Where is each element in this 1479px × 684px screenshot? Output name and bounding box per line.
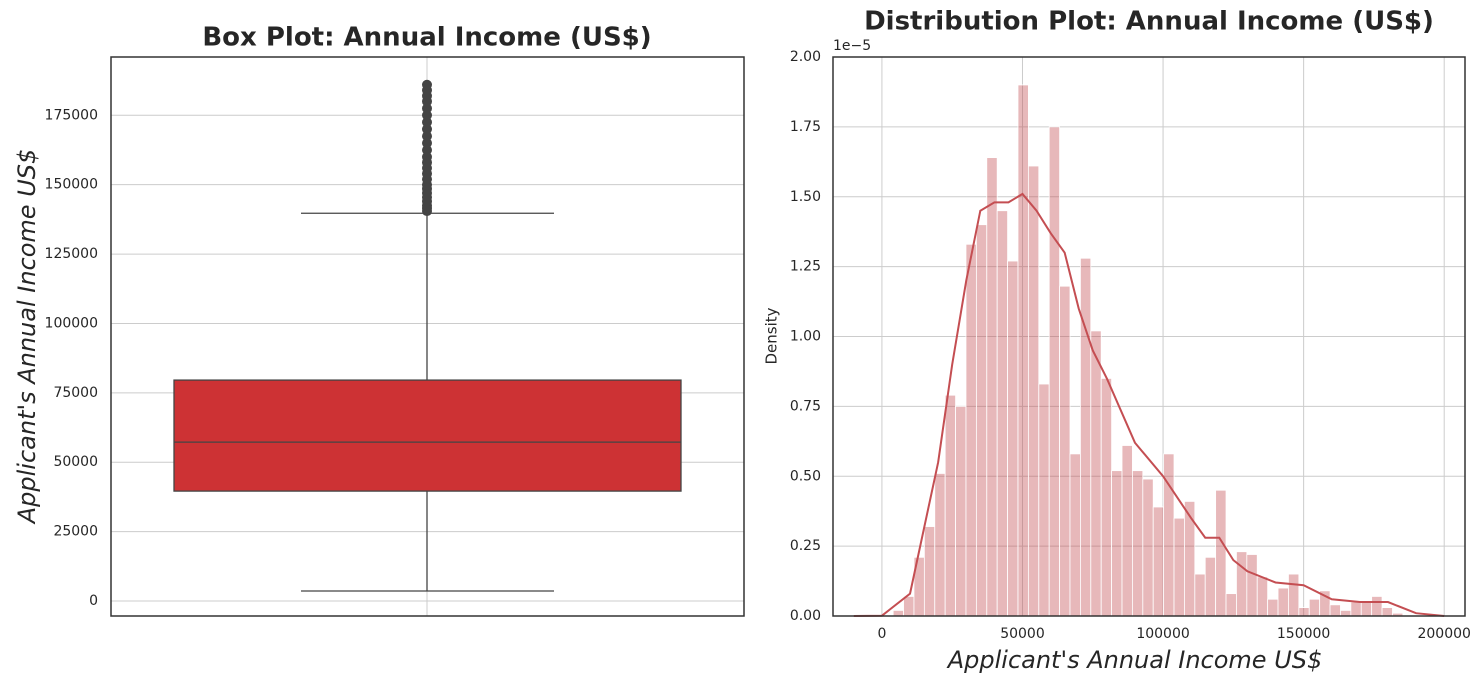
histogram-bar [1111, 470, 1123, 617]
y-offset-label: 1e−5 [833, 38, 871, 54]
y-tick-label: 100000 [45, 315, 98, 331]
y-tick-label: 175000 [45, 107, 98, 123]
outlier [422, 117, 432, 128]
histogram-bar [1360, 601, 1373, 617]
plot-frame [832, 56, 1466, 617]
histogram-bar [965, 243, 977, 617]
histogram-bar [986, 157, 998, 617]
outlier [422, 151, 432, 162]
y-tick-label: 0.50 [790, 468, 821, 484]
outlier [422, 124, 432, 135]
y-axis-label: Density [763, 307, 781, 364]
histogram-bar [923, 526, 936, 617]
y-tick-label: 1.50 [790, 189, 821, 205]
y-tick-label: 50000 [53, 454, 98, 470]
histogram-bar [1350, 601, 1362, 617]
histogram-bar [1059, 285, 1071, 617]
y-tick-label: 0.75 [790, 398, 821, 414]
y-tick-label: 2.00 [790, 49, 821, 65]
outlier [422, 110, 432, 121]
x-tick-label: 150000 [1277, 626, 1330, 642]
y-tick-label: 0.25 [790, 538, 821, 554]
plot-frame [110, 56, 745, 617]
kde-line [853, 192, 1445, 617]
histogram-bar [1256, 576, 1269, 617]
histogram-bar [1340, 610, 1352, 617]
outlier [422, 103, 432, 114]
y-tick-label: 75000 [53, 385, 98, 401]
y-axis-label: Applicant's Annual Income US$ [13, 149, 41, 526]
histogram-bar [1381, 607, 1393, 617]
histogram-bar [1152, 506, 1165, 617]
histogram-bar [903, 596, 915, 617]
histogram-bar [1173, 517, 1185, 617]
histogram-bar [1329, 604, 1341, 617]
histogram-bar [1298, 607, 1310, 617]
histogram-bar [955, 405, 967, 617]
histogram-bar [1142, 478, 1154, 617]
histogram-bar [1132, 470, 1144, 617]
y-tick-label: 1.25 [790, 259, 821, 275]
y-tick-label: 125000 [45, 246, 98, 262]
histogram-bar [1267, 598, 1279, 617]
x-tick-label: 200000 [1417, 626, 1470, 642]
outlier [422, 79, 432, 90]
histogram-bar [1017, 84, 1029, 617]
histogram-bar [1121, 445, 1133, 617]
histogram-bar [1225, 593, 1237, 617]
outlier [422, 138, 432, 149]
histogram-bar [975, 224, 988, 617]
histogram-bar [1080, 257, 1092, 617]
histogram-bar [1204, 556, 1217, 617]
histogram-bar [944, 394, 956, 617]
histogram-bar [1308, 598, 1321, 617]
y-tick-label: 1.00 [790, 329, 821, 345]
histogram-bar [1038, 383, 1050, 617]
box [173, 379, 682, 492]
histogram-bar [1288, 573, 1300, 617]
histogram-bar [1371, 596, 1383, 617]
histogram-bar [1090, 330, 1102, 617]
outlier [422, 144, 432, 155]
histogram-bar [892, 610, 904, 617]
y-tick-label: 0 [89, 593, 98, 609]
histogram-bar [1277, 587, 1289, 617]
histogram-bar [1048, 126, 1060, 617]
x-tick-label: 50000 [1000, 626, 1045, 642]
x-axis-label: Applicant's Annual Income US$ [946, 646, 1323, 674]
histogram-bar [1215, 489, 1227, 617]
histogram-bar [1069, 453, 1081, 617]
y-tick-label: 1.75 [790, 119, 821, 135]
y-tick-label: 0.00 [790, 608, 821, 624]
outlier [422, 131, 432, 142]
y-tick-label: 25000 [53, 524, 98, 540]
y-tick-label: 150000 [45, 177, 98, 193]
histogram-bar [1027, 165, 1040, 617]
histogram-bar [996, 210, 1008, 617]
histogram-bar [1100, 378, 1113, 617]
histogram-bar [934, 473, 946, 617]
histogram-bar [1246, 554, 1258, 617]
chart-title: Box Plot: Annual Income (US$) [202, 23, 651, 53]
x-tick-label: 0 [877, 626, 886, 642]
histogram-bar [1184, 501, 1196, 617]
chart-title: Distribution Plot: Annual Income (US$) [864, 7, 1434, 37]
histogram-bar [1007, 260, 1019, 617]
histogram-bar [1194, 573, 1206, 617]
x-tick-label: 100000 [1136, 626, 1189, 642]
histogram-bar [1236, 551, 1248, 617]
